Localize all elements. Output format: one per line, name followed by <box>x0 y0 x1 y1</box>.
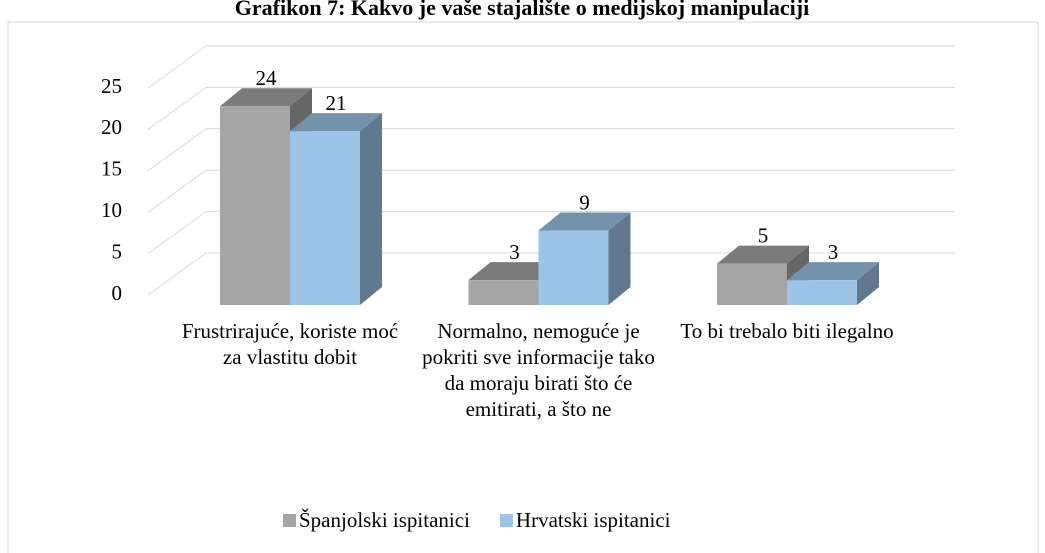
grid-line <box>147 169 207 213</box>
bar <box>220 106 290 305</box>
x-tick-label: Normalno, nemoguće je pokriti sve inform… <box>422 319 655 421</box>
bar-top <box>538 212 631 231</box>
data-label: 9 <box>579 190 590 214</box>
x-tick-label: Frustrirajuće, koriste moć za vlastitu d… <box>181 319 399 369</box>
data-label: 21 <box>326 91 347 115</box>
legend-swatch <box>283 514 296 527</box>
y-tick-label: 15 <box>101 157 122 181</box>
grid-line <box>147 211 207 255</box>
bar-top <box>787 262 879 281</box>
grid-line <box>147 252 207 296</box>
bar <box>717 263 787 305</box>
x-tick-label: To bi trebalo biti ilegalno <box>680 319 894 343</box>
data-label: 5 <box>758 223 769 247</box>
data-label: 3 <box>509 240 520 264</box>
legend-swatch <box>499 514 513 527</box>
grid-line <box>147 86 207 130</box>
data-label: 3 <box>828 240 839 264</box>
bar-top <box>468 262 561 281</box>
grid-line <box>147 128 207 172</box>
chart-title: Grafikon 7: Kakvo je vaše stajalište o m… <box>235 0 809 20</box>
legend-label: Hrvatski ispitanici <box>516 508 671 532</box>
bar <box>468 280 539 305</box>
y-tick-label: 20 <box>101 115 122 139</box>
bar-top <box>220 88 312 107</box>
bar-side <box>360 113 382 306</box>
grid-line <box>147 45 207 89</box>
y-tick-label: 10 <box>101 198 122 222</box>
y-tick-label: 25 <box>101 74 122 98</box>
bar <box>787 280 857 305</box>
bar-top <box>717 245 809 264</box>
bar <box>538 230 609 305</box>
legend-label: Španjolski ispitanici <box>299 508 470 532</box>
bar <box>290 131 360 305</box>
y-tick-label: 5 <box>112 239 123 263</box>
y-tick-label: 0 <box>112 281 123 305</box>
bar-side <box>608 212 631 305</box>
data-label: 24 <box>256 66 278 90</box>
bar-side <box>857 262 879 305</box>
bar-top <box>290 113 382 132</box>
